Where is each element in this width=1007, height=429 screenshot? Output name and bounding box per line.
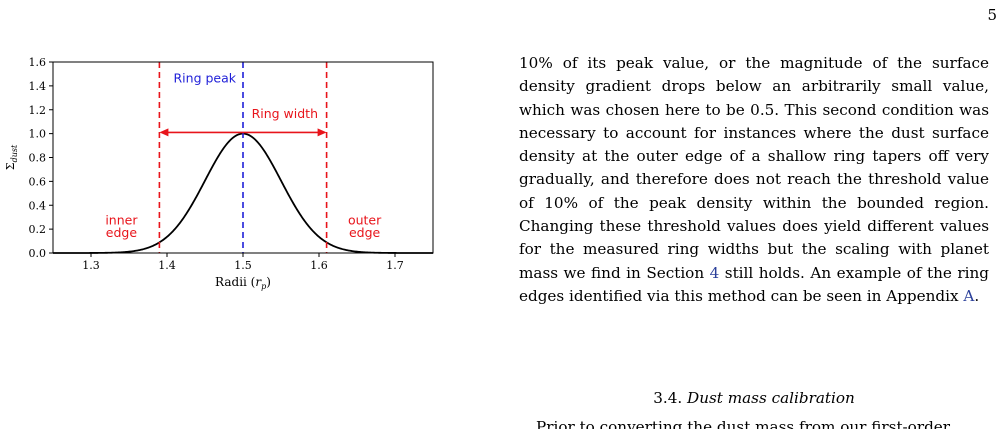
section-number: 3.4. [653, 389, 683, 407]
x-tick-label: 1.7 [386, 259, 404, 272]
x-tick-label: 1.3 [82, 259, 100, 272]
page-number: 5 [987, 6, 997, 24]
arrow-head-left [159, 128, 169, 137]
arrow-head-right [317, 128, 327, 137]
y-tick-label: 1.6 [29, 56, 47, 69]
body-paragraph: 10% of its peak value, or the magnitude … [519, 52, 989, 308]
paragraph-text-c: . [974, 286, 980, 305]
plot-frame [52, 61, 434, 254]
section-title: Dust mass calibration [687, 389, 855, 407]
outer-edge-label: outer [348, 212, 382, 227]
paragraph-text-a: 10% of its peak value, or the magnitude … [519, 54, 989, 282]
outer-edge-label: edge [349, 225, 381, 240]
y-tick-label: 1.2 [29, 104, 47, 117]
paragraph-start: Prior to converting the dust mass from o… [536, 418, 951, 429]
x-tick-label: 1.4 [158, 259, 176, 272]
paragraph-text-b: still holds. An example of the ring edge… [519, 263, 989, 305]
y-tick-label: 0.4 [29, 199, 47, 212]
section-heading: 3.4. Dust mass calibration [519, 389, 989, 407]
x-tick-label: 1.5 [234, 259, 252, 272]
x-axis-label: Radii (rp) [215, 275, 271, 291]
inner-edge-label: inner [105, 212, 138, 227]
section-ref-link[interactable]: 4 [709, 263, 720, 282]
ring-peak-label: Ring peak [173, 70, 236, 85]
figure: 1.3 1.4 1.5 1.6 1.7 0.0 0.2 0.4 0.6 0.8 1.0 1.2 1.4 1… [0, 48, 445, 302]
y-tick-label: 0.0 [29, 247, 47, 260]
y-axis-label: Σdust [4, 144, 19, 170]
x-tick-label: 1.6 [310, 259, 328, 272]
y-tick-label: 0.8 [29, 152, 47, 165]
y-tick-label: 0.6 [29, 175, 47, 188]
ring-profile-chart: 1.3 1.4 1.5 1.6 1.7 0.0 0.2 0.4 0.6 0.8 1.0 1.2 1.4 1… [4, 56, 434, 291]
inner-edge-label: edge [106, 225, 138, 240]
y-tick-label: 0.2 [29, 223, 47, 236]
ring-width-label: Ring width [252, 106, 318, 121]
appendix-ref-link[interactable]: A [963, 286, 975, 305]
y-tick-label: 1.0 [29, 128, 47, 141]
y-tick-label: 1.4 [29, 80, 47, 93]
